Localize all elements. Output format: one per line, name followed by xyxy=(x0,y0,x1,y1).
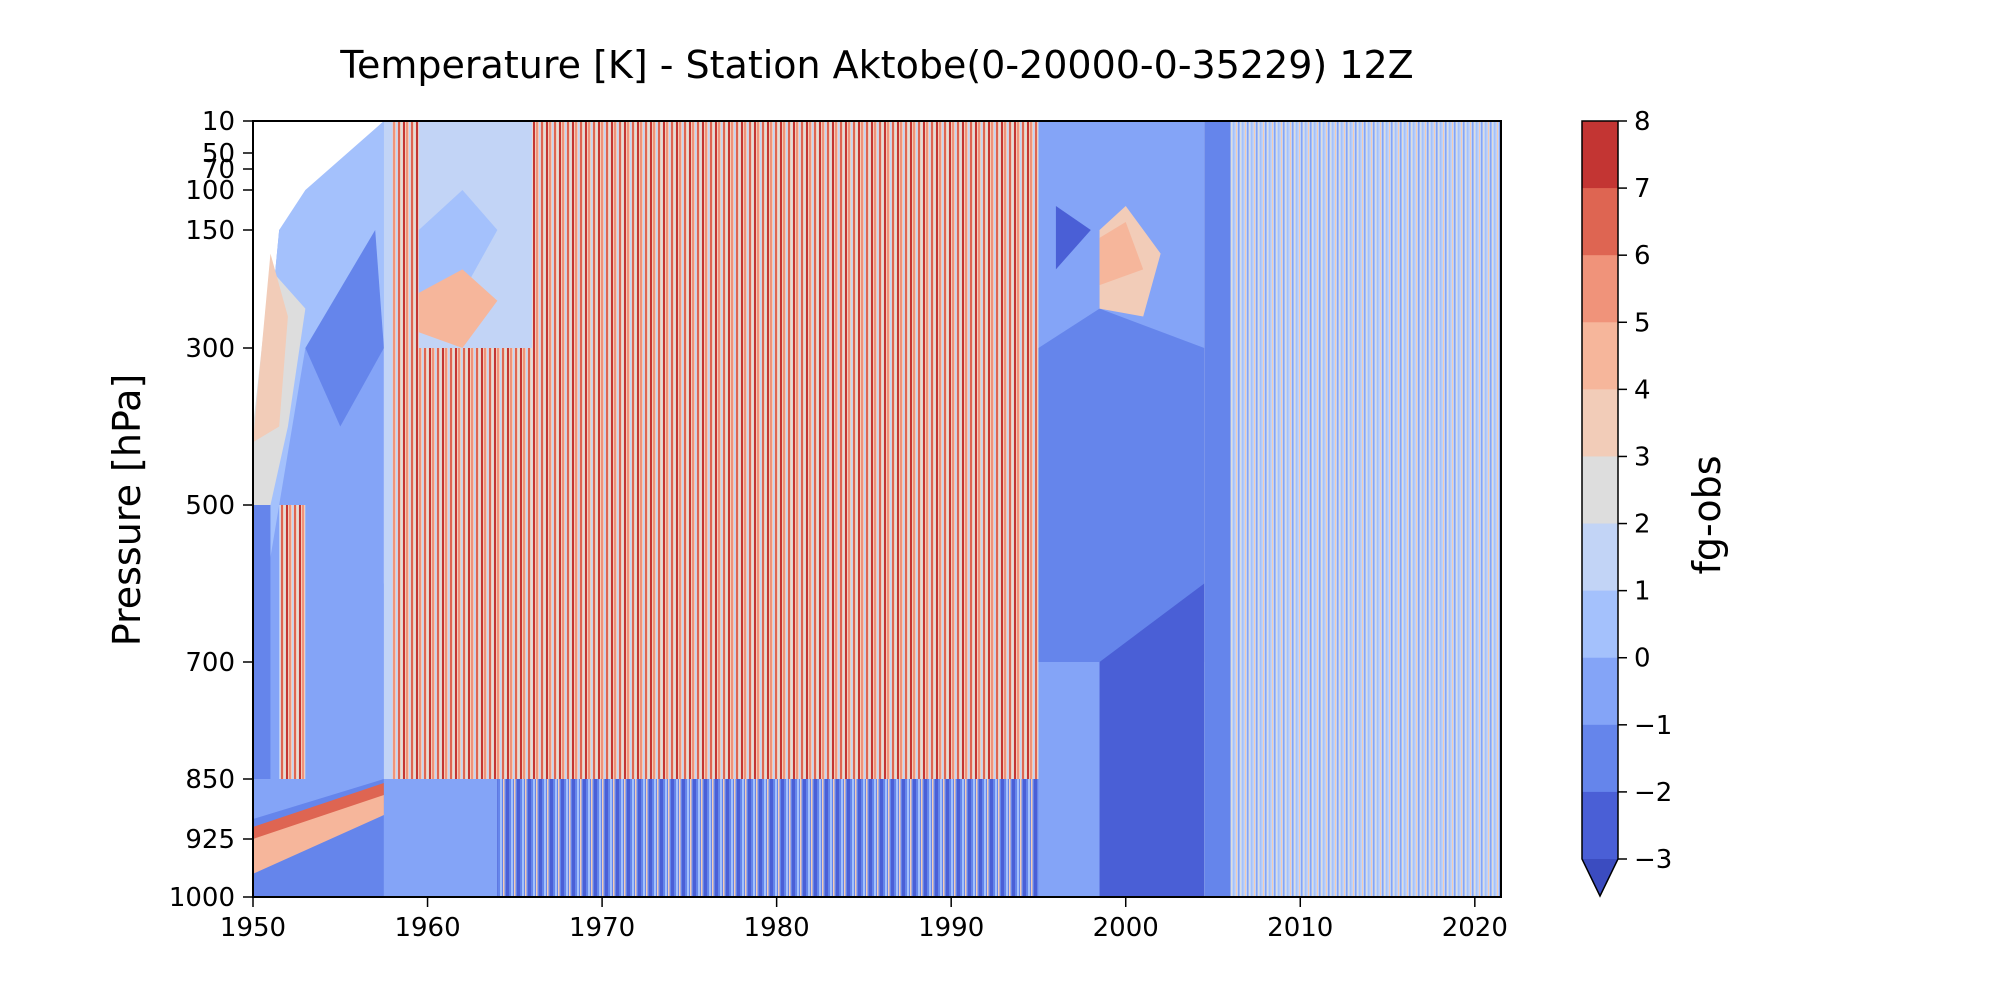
region-sixties-band-2 xyxy=(418,269,498,348)
region-sixties-band-1 xyxy=(418,190,498,293)
colorbar-segment-4 xyxy=(1582,523,1618,592)
region-early-mid xyxy=(253,583,384,779)
region-late-stripes xyxy=(1204,121,1501,897)
y-tick-label-700: 700 xyxy=(185,648,235,678)
colorbar-tick-label-9: −1 xyxy=(1634,711,1672,741)
plot-area xyxy=(253,121,1501,897)
colorbar-segment-2 xyxy=(1582,657,1618,726)
colorbar-segment-3 xyxy=(1582,590,1618,659)
plot-frame xyxy=(252,120,1502,898)
colorbar-segment-9 xyxy=(1582,188,1618,256)
y-tick-label-100: 100 xyxy=(185,176,235,206)
region-early-upper xyxy=(253,121,384,662)
y-tick-label-70: 70 xyxy=(202,155,235,185)
colorbar-segment-10 xyxy=(1582,121,1618,189)
y-tick-label-1000: 1000 xyxy=(169,883,235,913)
x-tick-label-1990: 1990 xyxy=(918,913,984,943)
colorbar-tick-label-6: 2 xyxy=(1634,510,1651,540)
colorbar-segment-6 xyxy=(1582,389,1618,457)
region-smooth-warm-core xyxy=(1099,222,1144,286)
x-tick-label-2010: 2010 xyxy=(1267,913,1333,943)
x-tick-label-1950: 1950 xyxy=(220,913,286,943)
region-sixties-lower xyxy=(418,348,533,779)
colorbar-segment-1 xyxy=(1582,724,1618,793)
region-early-cold-wedge xyxy=(305,230,384,427)
x-tick-label-1980: 1980 xyxy=(744,913,810,943)
y-tick-label-500: 500 xyxy=(185,491,235,521)
x-tick-label-1960: 1960 xyxy=(394,913,460,943)
chart-title: Temperature [K] - Station Aktobe(0-20000… xyxy=(339,43,1413,87)
y-tick-label-150: 150 xyxy=(185,216,235,246)
region-main-low xyxy=(497,779,1039,897)
colorbar-tick-label-0: 8 xyxy=(1634,107,1651,137)
y-tick-label-850: 850 xyxy=(185,765,235,795)
region-early-orange-wedge xyxy=(253,795,384,874)
region-early-edge xyxy=(253,505,271,779)
region-smooth-cold xyxy=(1055,206,1091,270)
x-tick-label-1970: 1970 xyxy=(569,913,635,943)
y-tick-label-925: 925 xyxy=(185,825,235,855)
region-smooth-low xyxy=(1099,583,1205,897)
colorbar-tick-label-8: 0 xyxy=(1634,644,1651,674)
colorbar-tick-label-7: 1 xyxy=(1634,577,1651,607)
y-tick-label-300: 300 xyxy=(185,334,235,364)
colorbar-tick-label-2: 6 xyxy=(1634,241,1651,271)
y-tick-label-10: 10 xyxy=(202,107,235,137)
colorbar-segment-7 xyxy=(1582,322,1618,390)
region-late-edge xyxy=(1204,121,1231,897)
x-tick-label-2000: 2000 xyxy=(1093,913,1159,943)
region-sixties-low xyxy=(383,779,533,897)
region-main-stripes xyxy=(532,121,1039,779)
colorbar: 8 7 6 5 4 3 2 1 0 −1 −2 −3 xyxy=(1581,107,1672,898)
y-tick-label-50: 50 xyxy=(202,139,235,169)
colorbar-extend-min xyxy=(1582,859,1618,896)
colorbar-tick-label-3: 5 xyxy=(1634,308,1651,338)
colorbar-tick-label-11: −3 xyxy=(1634,845,1672,875)
colorbar-tick-label-10: −2 xyxy=(1634,778,1672,808)
colorbar-tick-label-1: 7 xyxy=(1634,174,1651,204)
x-tick-label-2020: 2020 xyxy=(1442,913,1508,943)
colorbar-segment-0 xyxy=(1582,791,1618,860)
colorbar-frame xyxy=(1581,120,1619,898)
colorbar-label: fg-obs xyxy=(1685,455,1729,574)
y-axis-label: Pressure [hPa] xyxy=(105,374,149,647)
region-sixties-stripes xyxy=(392,121,419,779)
region-smooth-mid xyxy=(1038,308,1205,662)
region-early-red-lines xyxy=(279,505,306,779)
colorbar-tick-label-5: 3 xyxy=(1634,442,1651,472)
region-early-warm xyxy=(253,253,288,443)
colorbar-segment-5 xyxy=(1582,456,1618,525)
colorbar-tick-label-4: 4 xyxy=(1634,375,1651,405)
colorbar-segment-8 xyxy=(1582,255,1618,323)
x-axis: 1950 1960 1970 1980 1990 2000 2010 2020 xyxy=(220,897,1508,943)
